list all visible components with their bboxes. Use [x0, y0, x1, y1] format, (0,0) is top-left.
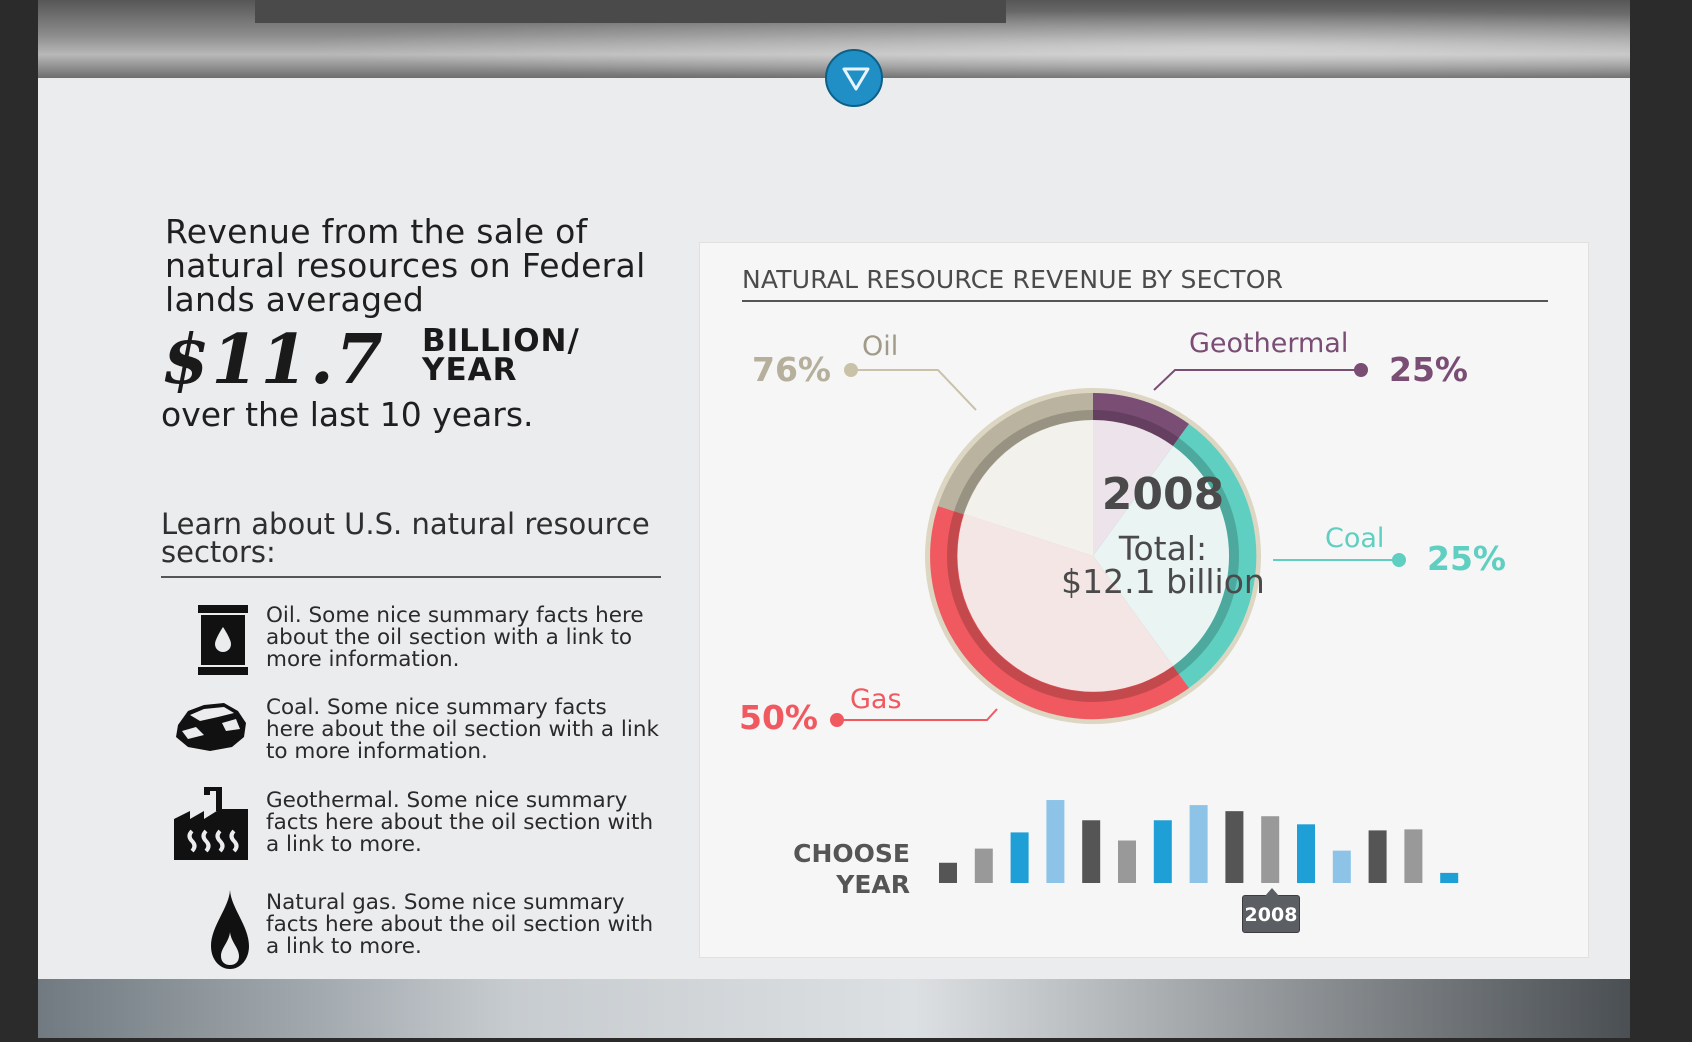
- year-bar[interactable]: [1046, 800, 1065, 883]
- header-background-image: [38, 0, 1630, 78]
- year-bar[interactable]: [1404, 829, 1423, 883]
- gas-leader-dot: [830, 713, 844, 727]
- chevron-down-icon: [842, 67, 870, 91]
- coal-icon: [174, 699, 248, 757]
- geothermal-leader-line: [1153, 369, 1361, 391]
- geothermal-icon: [174, 785, 248, 864]
- year-bar[interactable]: [939, 862, 957, 883]
- year-selector-bars[interactable]: [939, 800, 1459, 883]
- inner-gas: [957, 514, 1173, 692]
- donut-center-year: 2008: [1101, 469, 1225, 520]
- oil-label: Oil: [862, 331, 899, 362]
- year-bar[interactable]: [1368, 830, 1387, 883]
- gas-leader-line: [837, 708, 998, 721]
- gas-percent: 50%: [739, 698, 818, 737]
- sector-text-oil[interactable]: Oil. Some nice summary facts here about …: [266, 603, 644, 672]
- inner-geothermal: [1093, 420, 1173, 556]
- year-bar[interactable]: [1189, 805, 1208, 883]
- year-bar[interactable]: [1010, 832, 1029, 883]
- year-bar[interactable]: [1332, 850, 1351, 883]
- oil-percent: 76%: [752, 350, 831, 389]
- center-total-label: Total:: [1118, 529, 1208, 568]
- choose-line-2: YEAR: [836, 870, 910, 899]
- content-panel: Revenue from the sale of natural resourc…: [38, 78, 1630, 1037]
- choose-line-1: CHOOSE: [793, 839, 910, 868]
- year-bar[interactable]: [1297, 824, 1315, 883]
- inner-coal: [1093, 446, 1230, 666]
- year-bar[interactable]: [974, 848, 993, 883]
- chart-title: NATURAL RESOURCE REVENUE BY SECTOR: [742, 265, 1548, 302]
- header-overlay-bar: [255, 0, 1006, 23]
- year-bar[interactable]: [1225, 811, 1244, 883]
- year-bar[interactable]: [1118, 840, 1136, 883]
- unit-line-2: YEAR: [422, 352, 518, 388]
- learn-heading: Learn about U.S. natural resource sector…: [161, 510, 661, 578]
- sector-text-geothermal[interactable]: Geothermal. Some nice summary facts here…: [266, 788, 654, 857]
- geothermal-percent: 25%: [1389, 350, 1468, 389]
- year-bar[interactable]: [1440, 872, 1459, 883]
- gas-flame-icon: [209, 890, 251, 974]
- intro-tail-text: over the last 10 years.: [161, 395, 534, 434]
- learn-section: Learn about U.S. natural resource sector…: [161, 510, 661, 969]
- selected-year-tag[interactable]: 2008: [1242, 888, 1300, 933]
- inner-oil: [964, 420, 1093, 556]
- scroll-down-button[interactable]: [825, 49, 883, 107]
- average-revenue: $11.7 BILLION/ YEAR: [162, 320, 685, 400]
- oil-leader-dot: [844, 363, 858, 377]
- donut-inner-band: [947, 410, 1239, 702]
- unit-line-1: BILLION/: [422, 323, 580, 359]
- revenue-chart-card: NATURAL RESOURCE REVENUE BY SECTOR: [699, 242, 1589, 958]
- donut-chart: [830, 363, 1459, 883]
- geothermal-leader-dot: [1354, 363, 1368, 377]
- coal-leader-dot: [1392, 553, 1406, 567]
- center-total-amount: $12.1 billion: [1061, 562, 1265, 601]
- year-bar[interactable]: [1261, 816, 1280, 883]
- average-revenue-amount: $11.7: [162, 320, 385, 400]
- year-bar[interactable]: [1082, 820, 1101, 883]
- intro-lead-text: Revenue from the sale of natural resourc…: [165, 212, 646, 319]
- donut-center-total: Total: $12.1 billion: [1010, 532, 1316, 598]
- coal-percent: 25%: [1427, 539, 1506, 578]
- coal-label: Coal: [1325, 523, 1385, 554]
- geothermal-label: Geothermal: [1189, 328, 1349, 359]
- footer-background-image: [38, 979, 1630, 1038]
- year-bar[interactable]: [1153, 820, 1172, 883]
- intro-block: Revenue from the sale of natural resourc…: [161, 212, 685, 435]
- oil-leader-line: [851, 369, 977, 411]
- sector-text-gas[interactable]: Natural gas. Some nice summary facts her…: [266, 890, 654, 959]
- gas-label: Gas: [850, 684, 902, 715]
- sector-text-coal[interactable]: Coal. Some nice summary facts here about…: [266, 695, 659, 764]
- oil-barrel-icon: [198, 605, 248, 679]
- choose-year-label: CHOOSE YEAR: [760, 838, 910, 900]
- average-revenue-unit: BILLION/ YEAR: [422, 326, 580, 388]
